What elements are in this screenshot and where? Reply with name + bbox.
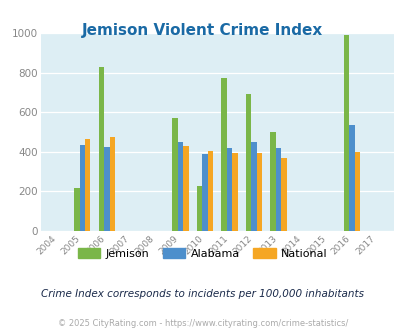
Bar [202,154,207,231]
Bar [232,153,237,231]
Bar [221,78,226,231]
Bar [196,186,202,231]
Bar [349,125,354,231]
Text: © 2025 CityRating.com - https://www.cityrating.com/crime-statistics/: © 2025 CityRating.com - https://www.city… [58,319,347,328]
Text: Crime Index corresponds to incidents per 100,000 inhabitants: Crime Index corresponds to incidents per… [41,289,364,299]
Bar [226,148,232,231]
Bar [79,145,85,231]
Bar [183,146,188,231]
Bar [109,137,115,231]
Bar [270,132,275,231]
Bar [256,153,262,231]
Bar [354,152,359,231]
Bar [104,147,109,231]
Bar [275,148,281,231]
Bar [251,142,256,231]
Bar [207,151,213,231]
Bar [245,94,251,231]
Bar [172,118,177,231]
Bar [177,142,183,231]
Bar [343,35,349,231]
Text: Jemison Violent Crime Index: Jemison Violent Crime Index [82,23,323,38]
Bar [85,139,90,231]
Bar [281,158,286,231]
Legend: Jemison, Alabama, National: Jemison, Alabama, National [74,244,331,263]
Bar [98,67,104,231]
Bar [74,188,79,231]
